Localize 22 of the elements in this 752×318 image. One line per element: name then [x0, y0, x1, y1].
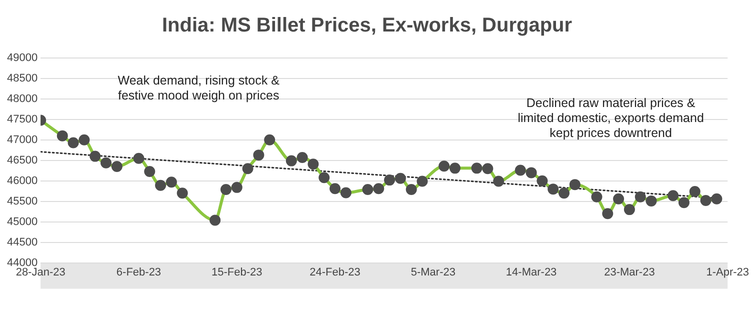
x-tick-label: 15-Feb-23: [211, 266, 262, 278]
x-tick-label: 6-Feb-23: [116, 266, 162, 278]
y-tick-label: 48000: [6, 92, 38, 105]
x-tick-label: 28-Jan-23: [16, 266, 66, 278]
x-tick-label: 5-Mar-23: [410, 266, 456, 278]
y-tick-label: 44000: [6, 256, 38, 269]
y-tick-label: 47500: [6, 113, 38, 126]
y-tick-label: 46500: [6, 154, 38, 166]
x-tick-label: 23-Mar-23: [604, 266, 655, 278]
annotation: Declined raw material prices & limited domestic, exports demand kept prices downtrend: [518, 96, 704, 140]
y-tick-label: 45000: [6, 216, 38, 228]
x-tick-label: 24-Feb-23: [310, 266, 360, 278]
y-tick-label: 49000: [6, 52, 38, 64]
y-tick-label: 48500: [6, 72, 38, 85]
chart-title: India: MS Billet Prices, Ex-works, Durgapur: [162, 14, 572, 37]
x-tick-label: 14-Mar-23: [506, 266, 557, 278]
y-tick-label: 47000: [6, 134, 38, 146]
y-tick-label: 46000: [6, 174, 38, 187]
x-tick-label: 1-Apr-23: [706, 266, 749, 278]
y-tick-label: 45500: [6, 195, 38, 208]
y-tick-label: 44500: [6, 236, 38, 248]
annotation: Weak demand, rising stock & festive mood weigh on prices: [118, 74, 280, 103]
